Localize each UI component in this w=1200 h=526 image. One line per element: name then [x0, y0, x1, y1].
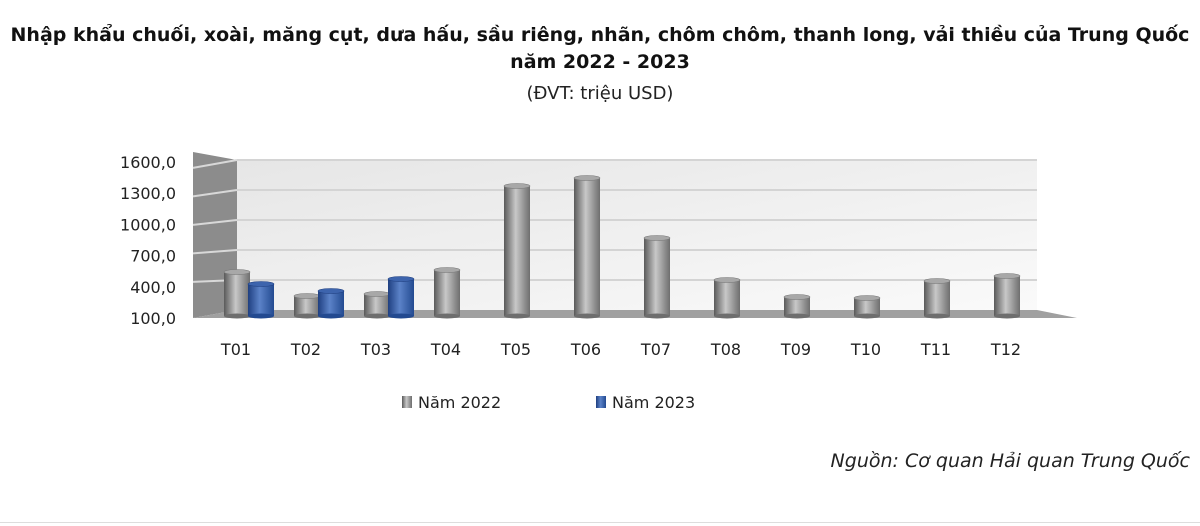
x-tick-label: T06: [570, 340, 601, 359]
divider: [0, 522, 1200, 523]
x-tick-label: T08: [710, 340, 741, 359]
y-tick-label: 1300,0: [120, 184, 176, 203]
y-tick-label: 100,0: [130, 309, 176, 328]
chart-title: Nhập khẩu chuối, xoài, măng cụt, dưa hấu…: [10, 24, 1190, 73]
bar-2022-T04: [433, 267, 461, 319]
bar-2022-T09: [783, 294, 811, 319]
bar-2022-T05: [503, 183, 531, 319]
source-note: Nguồn: Cơ quan Hải quan Trung Quốc: [830, 450, 1190, 472]
bar-2022-T10: [853, 295, 881, 319]
bar-2023-T02: [317, 288, 345, 319]
legend-swatch-2023: [596, 396, 606, 408]
bar-2022-T07: [643, 235, 671, 319]
y-tick-label: 1600,0: [120, 153, 176, 172]
x-tick-label: T03: [360, 340, 391, 359]
bar-2022-T03: [363, 291, 391, 319]
x-tick-label: T04: [430, 340, 461, 359]
legend-swatch-2022: [402, 396, 412, 408]
x-tick-label: T02: [290, 340, 321, 359]
x-tick-label: T01: [220, 340, 251, 359]
bar-2023-T01: [247, 281, 275, 319]
bar-2022-T06: [573, 175, 601, 319]
y-tick-label: 400,0: [130, 278, 176, 297]
legend: Năm 2022 Năm 2023: [402, 393, 695, 412]
y-tick-label: 1000,0: [120, 215, 176, 234]
legend-label-2023: Năm 2023: [612, 393, 695, 412]
chart-subtitle: (ĐVT: triệu USD): [526, 83, 674, 104]
back-wall: [237, 160, 1037, 310]
chart: 100,0 400,0 700,0 1000,0 1300,0 1600,0 T01 T02 T…: [120, 152, 1077, 412]
bar-2022-T01: [223, 269, 251, 319]
x-tick-label: T12: [990, 340, 1021, 359]
gridline-side: [192, 249, 238, 255]
gridline-side: [192, 189, 238, 198]
bar-2022-T02: [293, 293, 321, 319]
bar-2022-T11: [923, 278, 951, 319]
x-tick-label: T07: [640, 340, 671, 359]
x-tick-label: T09: [780, 340, 811, 359]
gridline-side: [192, 219, 238, 226]
x-tick-label: T11: [920, 340, 951, 359]
bar-2022-T08: [713, 277, 741, 319]
legend-label-2022: Năm 2022: [418, 393, 501, 412]
bar-2022-T12: [993, 273, 1021, 319]
x-tick-label: T05: [500, 340, 531, 359]
bar-2023-T03: [387, 276, 415, 319]
gridline-side: [192, 159, 238, 169]
x-tick-label: T10: [850, 340, 881, 359]
y-tick-label: 700,0: [130, 247, 176, 266]
